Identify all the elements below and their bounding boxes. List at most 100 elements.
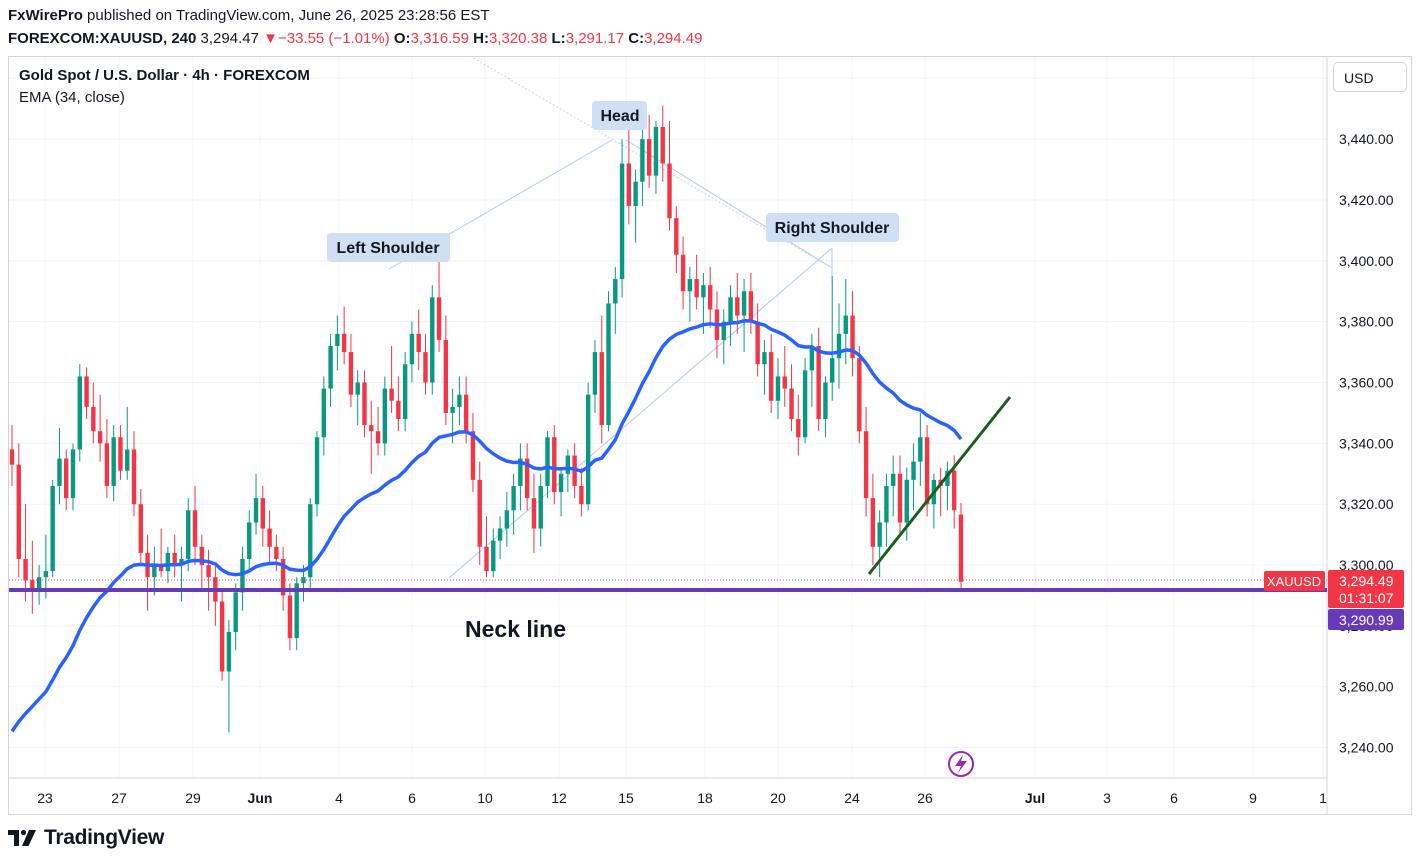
candle — [64, 449, 69, 511]
candle-body — [680, 254, 686, 292]
candle — [491, 528, 496, 578]
chart-title: Gold Spot / U.S. Dollar · 4h · FOREXCOM — [19, 67, 310, 84]
candle — [870, 473, 876, 566]
candle — [619, 139, 625, 298]
candle-body — [531, 498, 537, 529]
chart-frame[interactable] — [8, 56, 1412, 815]
head-text: Head — [600, 108, 639, 125]
candle-body — [50, 485, 55, 572]
candle — [213, 565, 218, 626]
candle-body — [809, 346, 815, 371]
candle — [118, 425, 123, 480]
candle-body — [179, 558, 184, 566]
symbol-tag: XAUUSD — [1264, 571, 1325, 591]
candle-body — [443, 339, 449, 413]
candle-body — [70, 449, 76, 499]
candle — [70, 443, 76, 511]
candle-body — [138, 504, 143, 553]
candle-body — [470, 431, 476, 480]
open-label: O: — [393, 30, 411, 47]
candle-body — [619, 163, 625, 280]
price-change: −33.55 (−1.01%) — [277, 30, 390, 47]
candle — [809, 333, 815, 407]
candle-body — [186, 510, 191, 559]
candle — [186, 498, 191, 572]
candle — [477, 461, 482, 566]
candle-body — [775, 376, 781, 401]
candle — [606, 291, 611, 432]
candle — [646, 114, 652, 188]
candle-body — [260, 498, 266, 529]
candle — [504, 492, 510, 547]
candle-body — [748, 291, 754, 322]
candle-body — [389, 388, 394, 401]
candle-body — [396, 400, 401, 420]
candle-body — [918, 437, 923, 462]
candle-body — [463, 394, 469, 432]
neckline-price-text: 3,290.99 — [1339, 612, 1394, 628]
candle-body — [30, 580, 35, 590]
time-axis: 23 27 29 Jun 4 6 10 12 15 18 20 24 26 Jul 3 6 9 1 — [37, 790, 1327, 806]
y-tick-label: 3,380.00 — [1339, 314, 1394, 330]
y-tick-label: 3,440.00 — [1339, 131, 1394, 147]
candle — [626, 114, 632, 225]
candle-body — [667, 163, 672, 219]
candle-body — [206, 565, 211, 578]
candle-body — [707, 285, 713, 310]
candle-body — [613, 279, 618, 304]
candle — [518, 443, 523, 511]
candle — [335, 315, 340, 371]
candle — [260, 485, 266, 547]
close-value: 3,294.49 — [644, 30, 703, 47]
candle-body — [57, 458, 62, 486]
candle-body — [863, 431, 869, 499]
candle-body — [545, 437, 550, 486]
candle-body — [77, 376, 82, 450]
candle-body — [728, 297, 733, 322]
candle — [857, 346, 862, 444]
candle-body — [9, 449, 15, 465]
candle-body — [294, 583, 299, 639]
candle — [267, 510, 272, 566]
candle — [667, 120, 672, 231]
candle — [769, 333, 774, 413]
trend-line — [867, 396, 1012, 575]
candle — [341, 306, 347, 365]
symbol-line: FOREXCOM:XAUUSD, 240 — [8, 30, 197, 47]
candle — [192, 485, 198, 566]
currency-button[interactable]: USD — [1333, 62, 1407, 92]
tradingview-logo: TradingView — [8, 826, 164, 850]
candle — [945, 461, 950, 511]
head-to-right-shoulder-line — [625, 139, 833, 269]
candle — [328, 333, 333, 407]
candle-body — [423, 352, 428, 383]
left-shoulder-label: Left Shoulder — [327, 233, 450, 262]
candle — [531, 473, 537, 553]
candle — [240, 546, 245, 611]
candle — [640, 126, 645, 207]
indicator-label[interactable]: EMA (34, close) — [19, 89, 125, 106]
candle-body — [491, 540, 496, 572]
candle-body — [524, 458, 530, 499]
candle — [796, 394, 801, 456]
candle — [511, 473, 516, 535]
candle-body — [111, 437, 116, 486]
candle-body — [497, 528, 503, 541]
grid-lines — [9, 57, 1328, 815]
symbol-tag-text: XAUUSD — [1267, 574, 1321, 589]
candle-body — [565, 455, 571, 474]
candle — [707, 266, 713, 328]
x-tick-label: 4 — [335, 790, 343, 806]
candle-body — [321, 388, 327, 438]
candle — [538, 473, 543, 547]
candle-body — [97, 431, 103, 444]
candle-body — [796, 419, 801, 438]
candle — [585, 382, 591, 511]
candle-body — [253, 498, 259, 523]
lightning-icon[interactable] — [948, 751, 974, 777]
candle-body — [84, 376, 89, 407]
candle — [226, 619, 232, 733]
candle-body — [640, 139, 645, 182]
candle-body — [172, 552, 177, 566]
